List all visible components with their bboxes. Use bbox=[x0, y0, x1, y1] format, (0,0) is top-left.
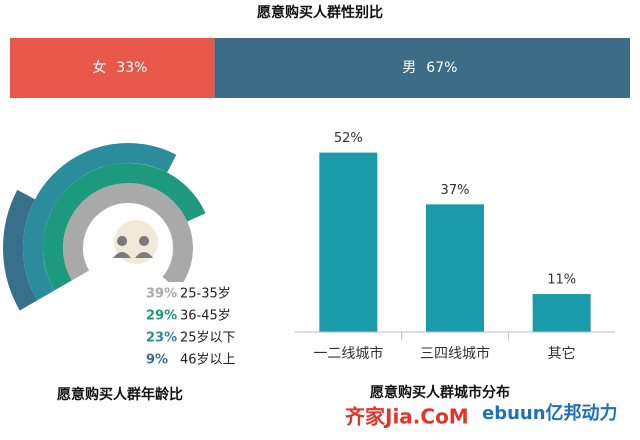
bar bbox=[532, 294, 591, 332]
radial-bar bbox=[43, 162, 206, 291]
legend-label: 46岁以上 bbox=[180, 353, 236, 368]
logo: ebuun亿邦动力 bbox=[482, 402, 618, 424]
bar bbox=[319, 152, 378, 332]
legend-label: 36-45岁 bbox=[180, 309, 231, 324]
chart-title: 愿意购买人群城市分布 bbox=[370, 384, 510, 401]
legend-value: 29% bbox=[146, 309, 177, 324]
legend-value: 39% bbox=[146, 287, 177, 302]
segment-name: 女 bbox=[92, 59, 106, 76]
logo: 齐家Jia.CoM bbox=[345, 405, 469, 429]
radial-bar bbox=[23, 143, 177, 301]
legend-value: 23% bbox=[146, 331, 177, 346]
legend-box bbox=[138, 282, 262, 372]
x-tick-label: 三四线城市 bbox=[420, 345, 490, 362]
legend-label: 25岁以下 bbox=[180, 331, 236, 346]
legend-label: 25-35岁 bbox=[180, 287, 231, 302]
chart-title: 愿意购买人群性别比 bbox=[257, 4, 383, 21]
bar bbox=[426, 204, 484, 332]
value-label: 52% bbox=[334, 131, 363, 146]
radial-bar bbox=[63, 183, 193, 290]
x-tick-label: 一二线城市 bbox=[313, 345, 383, 362]
segment-label: 33% bbox=[116, 60, 147, 76]
value-label: 37% bbox=[441, 183, 470, 198]
bar-segment bbox=[10, 38, 215, 98]
legend-value: 9% bbox=[146, 353, 168, 368]
bar-segment bbox=[214, 38, 630, 98]
value-label: 11% bbox=[547, 273, 576, 288]
segment-name: 男 bbox=[402, 60, 416, 76]
chart-title: 愿意购买人群年龄比 bbox=[57, 386, 183, 403]
x-tick-label: 其它 bbox=[548, 345, 576, 362]
people-icon bbox=[113, 236, 153, 258]
segment-label: 67% bbox=[426, 60, 457, 76]
radial-bar bbox=[3, 189, 38, 311]
